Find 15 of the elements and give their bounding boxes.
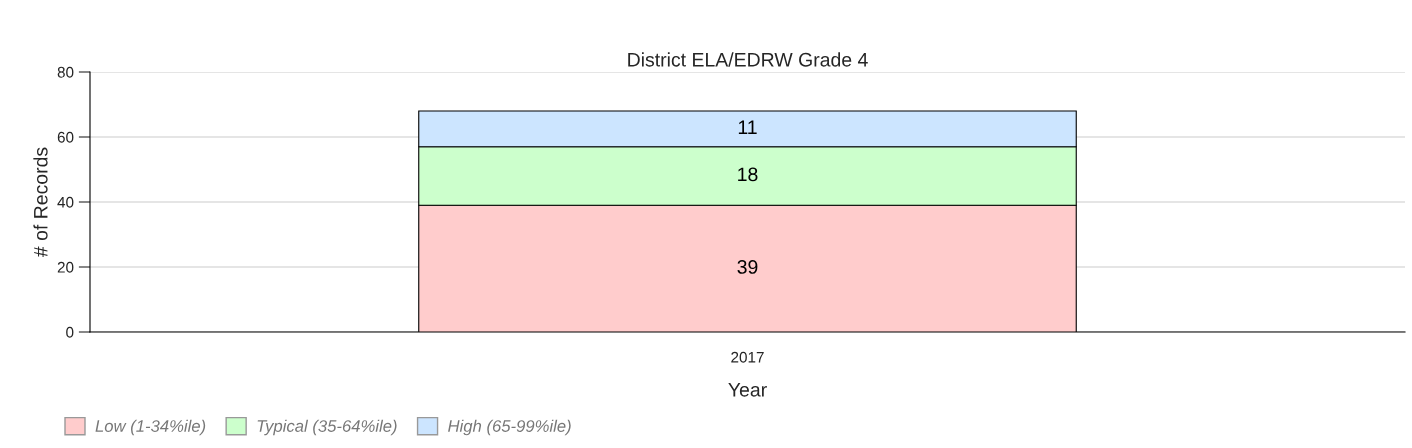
x-axis-title: Year [728, 383, 767, 397]
chart-title: District ELA/EDRW Grade 4 [628, 52, 868, 67]
y-tick-label: 80 [57, 66, 74, 78]
y-tick-label: 40 [57, 196, 74, 208]
y-tick-label: 0 [66, 326, 74, 338]
legend-label: Low (1-34%ile) [95, 419, 206, 436]
y-tick-label: 60 [57, 131, 74, 143]
legend-label: Typical (35-64%ile) [257, 419, 397, 436]
data-label: 39 [737, 260, 758, 274]
legend-label: High (65-99%ile) [448, 419, 571, 436]
y-axis-title: # of Records [33, 147, 48, 258]
y-tick-label: 20 [57, 261, 74, 273]
x-tick-label: 2017 [731, 351, 764, 363]
data-label: 18 [738, 167, 758, 182]
data-label: 11 [738, 120, 757, 134]
